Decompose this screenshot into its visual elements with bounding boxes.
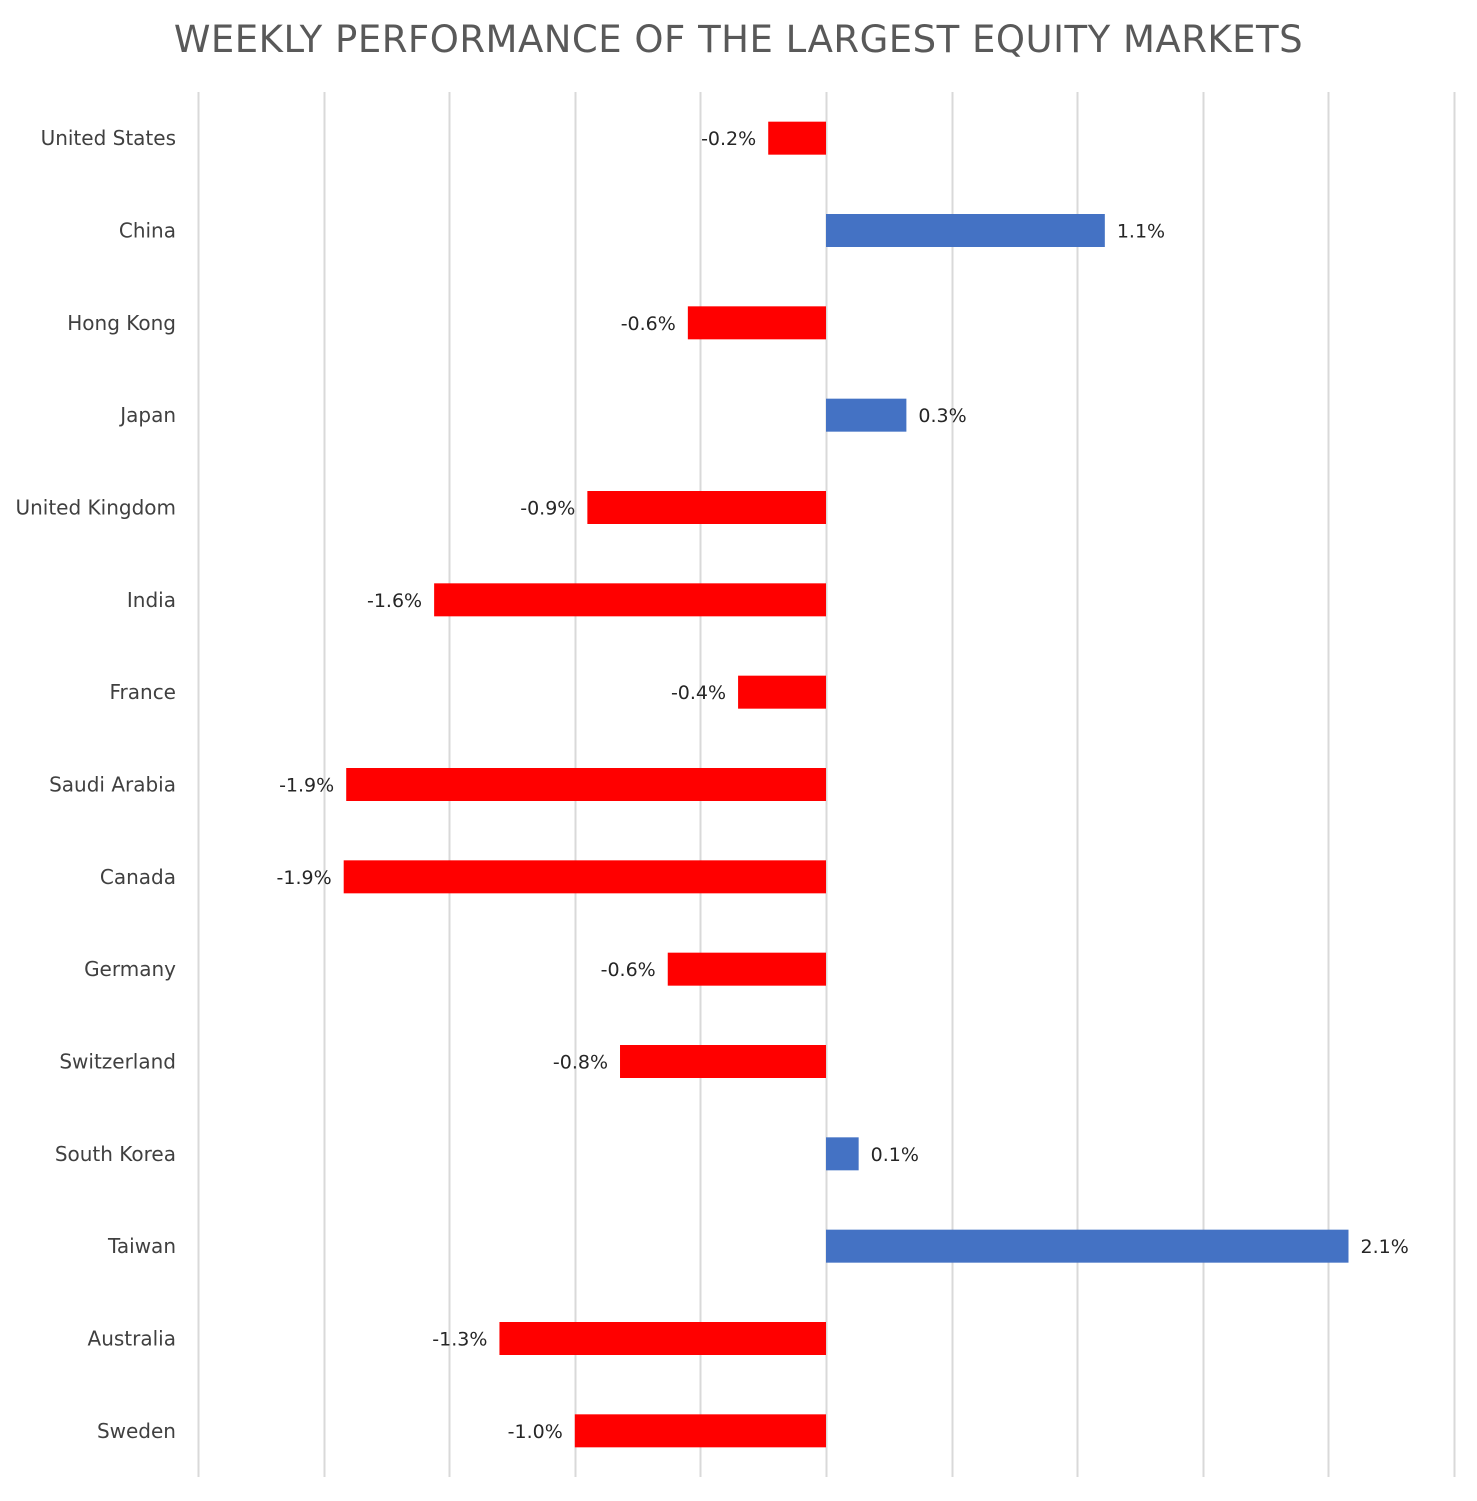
data-label: 0.3% [918,405,966,427]
category-label: Taiwan [107,1234,176,1258]
category-label: Canada [100,865,176,889]
bar-japan [826,398,907,432]
bar-united-kingdom [587,491,826,524]
bar-australia [499,1322,826,1355]
bar-india [434,583,826,617]
category-label: Japan [118,403,176,427]
data-label: 1.1% [1117,221,1165,243]
data-label: -1.0% [508,1421,563,1443]
category-label: Australia [88,1327,176,1351]
data-label: -1.6% [367,590,422,612]
category-label: Switzerland [59,1050,176,1074]
category-label: Saudi Arabia [49,773,176,797]
data-label: -1.9% [277,867,332,889]
data-label: -1.3% [432,1329,487,1351]
category-label: India [127,588,176,612]
category-label: China [119,219,176,243]
labels: United States -0.2% China 1.1% Hong Kong -0.6… [15,126,1408,1443]
category-label: Sweden [97,1419,176,1443]
bar-south-korea [826,1137,859,1171]
data-label: -0.6% [621,313,676,335]
category-label: United Kingdom [15,496,176,520]
data-label: -0.9% [520,498,575,520]
bar-france [738,675,826,709]
category-label: South Korea [55,1142,176,1166]
data-label: -0.2% [701,128,756,150]
data-label: 0.1% [871,1144,919,1166]
bar-germany [667,952,826,986]
bar-united-states [768,121,826,155]
bars [343,121,1349,1448]
bar-canada [343,860,826,894]
category-label: United States [41,126,176,150]
bar-hong-kong [687,306,826,340]
bar-taiwan [826,1229,1349,1263]
bar-china [826,214,1105,247]
category-label: Hong Kong [67,311,176,335]
bar-saudi-arabia [346,768,826,801]
bar-sweden [574,1414,826,1448]
data-label: -1.9% [279,775,334,797]
chart-title: WEEKLY PERFORMANCE OF THE LARGEST EQUITY… [173,18,1304,61]
data-label: 2.1% [1360,1236,1408,1258]
data-label: -0.8% [553,1052,608,1074]
category-label: Germany [84,957,176,981]
bar-switzerland [620,1045,826,1078]
category-label: France [109,680,176,704]
data-label: -0.6% [601,959,656,981]
data-label: -0.4% [671,682,726,704]
